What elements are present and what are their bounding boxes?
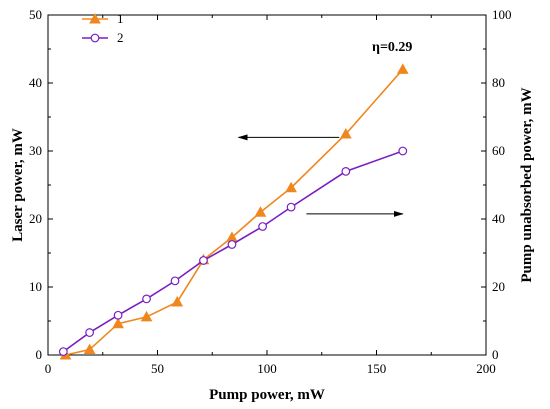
x-tick-label: 0 — [45, 361, 52, 376]
y-right-tick-label: 60 — [492, 143, 505, 158]
series-2-point — [113, 310, 123, 320]
legend-label: 1 — [117, 11, 124, 26]
series-2-point — [341, 166, 351, 176]
series-2-point — [58, 347, 68, 357]
series-2-point — [85, 328, 95, 337]
y-right-tick-label: 40 — [492, 211, 505, 226]
legend-marker — [90, 33, 100, 43]
y-left-tick-label: 0 — [36, 347, 43, 362]
x-tick-label: 50 — [151, 361, 164, 376]
series-1-point — [83, 343, 96, 355]
series-1-point — [285, 181, 297, 193]
axes-frame — [47, 14, 487, 356]
series-2-point — [398, 146, 408, 156]
series-layer — [58, 63, 409, 360]
legend-marker — [89, 12, 101, 24]
series-1-point — [339, 127, 352, 139]
legend-label: 2 — [117, 30, 124, 45]
legend: 12 — [82, 11, 124, 45]
series-2-point — [170, 276, 180, 286]
y-axis-left-title: Laser power, mW — [10, 128, 26, 242]
series-2-point — [286, 202, 296, 212]
y-left-tick-label: 20 — [29, 211, 42, 226]
y-axis-right-title: Pump unabsorbed power, mW — [519, 87, 535, 282]
direction-arrows — [237, 134, 404, 217]
legend-item-1: 1 — [82, 11, 124, 26]
tick-marks — [47, 14, 487, 356]
y-right-tick-label: 0 — [492, 347, 499, 362]
x-tick-label: 200 — [476, 361, 496, 376]
series-1-point — [140, 310, 153, 322]
series-1-point — [254, 206, 267, 217]
y-right-tick-label: 80 — [492, 75, 505, 90]
x-tick-label: 150 — [367, 361, 387, 376]
legend-item-2: 2 — [82, 30, 124, 45]
series-2 — [58, 146, 408, 357]
series-1-point — [171, 295, 184, 307]
series-2-point — [142, 294, 151, 304]
series-2-point — [258, 222, 268, 231]
y-right-tick-label: 100 — [492, 7, 512, 22]
x-axis-title: Pump power, mW — [209, 387, 325, 403]
y-left-tick-label: 40 — [29, 75, 42, 90]
series-2-line — [62, 150, 404, 353]
y-left-tick-label: 50 — [29, 7, 42, 22]
series-1 — [59, 63, 409, 360]
plot-frame — [47, 14, 487, 356]
y-right-tick-label: 20 — [492, 279, 505, 294]
series-2-point — [227, 240, 237, 249]
series-1-point — [396, 63, 409, 74]
x-tick-label: 100 — [257, 361, 277, 376]
y-left-tick-label: 10 — [29, 279, 42, 294]
series-1-point — [112, 317, 124, 329]
series-2-point — [199, 256, 208, 265]
efficiency-annotation: η=0.29 — [372, 40, 412, 55]
y-left-tick-label: 30 — [29, 143, 42, 158]
